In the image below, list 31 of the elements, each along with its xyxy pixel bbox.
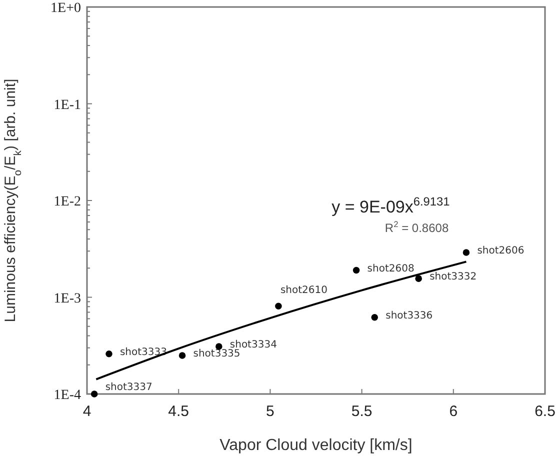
point	[352, 266, 360, 274]
data-label: shot2606	[477, 246, 524, 257]
data-label: shot3332	[430, 272, 477, 283]
y-tick-label: 1E-1	[54, 98, 81, 113]
y-tick-label: 1E+0	[50, 1, 81, 16]
x-axis-title: Vapor Cloud velocity [km/s]	[220, 437, 412, 454]
annotation: R$^{2}$ = 0.8608	[384, 219, 449, 236]
point	[371, 314, 378, 321]
x-tick-label: 4	[82, 403, 92, 420]
point	[415, 275, 422, 282]
data-label: shot3333	[120, 346, 168, 358]
y-tick-label: 1E-4	[54, 388, 81, 403]
point	[275, 302, 282, 310]
y-tick-label: 1E-2	[54, 194, 81, 210]
x-tick-label: 5	[266, 403, 274, 420]
annotation: y = 9E-09x$^{6.9131}$	[332, 194, 450, 217]
x-tick-label: 6.5	[534, 403, 556, 420]
data-label: shot3335	[193, 348, 240, 360]
point	[106, 350, 112, 358]
point	[90, 390, 98, 398]
data-label: shot3337	[105, 382, 152, 393]
point	[178, 352, 186, 359]
y-tick-label: 1E-3	[54, 291, 81, 306]
data-label: shot2608	[367, 263, 414, 274]
data-label: shot2610	[280, 285, 328, 296]
data-label: shot3334	[230, 339, 277, 350]
x-tick-label: 5.5	[351, 403, 372, 420]
point	[462, 249, 470, 256]
data-label: shot3336	[386, 310, 433, 322]
x-tick-label: 4.5	[168, 403, 190, 420]
x-tick-label: 6	[449, 403, 458, 420]
